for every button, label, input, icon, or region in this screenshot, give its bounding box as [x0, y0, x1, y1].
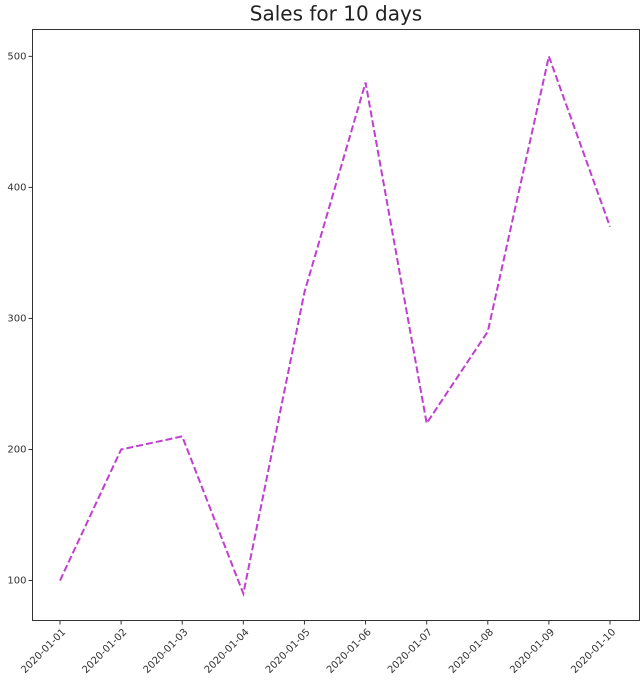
plot-frame [32, 29, 640, 621]
y-tick-label: 100 [7, 576, 26, 587]
chart-title: Sales for 10 days [250, 2, 422, 26]
y-tick-label: 400 [7, 182, 26, 193]
y-tick-label: 300 [7, 313, 26, 324]
line [59, 52, 611, 598]
y-tick-label: 200 [7, 444, 26, 455]
y-tick-label: 500 [7, 51, 26, 62]
